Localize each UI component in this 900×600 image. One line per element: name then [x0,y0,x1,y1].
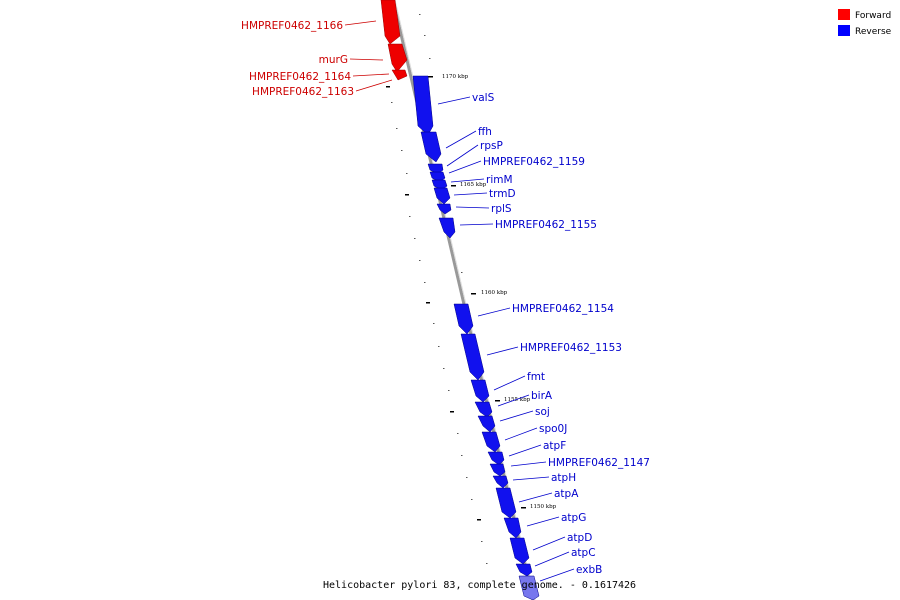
gene-atpA[interactable] [495,487,517,519]
scale-label-1165: 1165 kbp [460,182,487,188]
label-ffh[interactable]: ffh [478,126,492,138]
gene-HMPREF0462_1164[interactable] [391,69,408,81]
gene-murG[interactable] [387,43,408,73]
label-atpH[interactable]: atpH [551,472,576,484]
gene-ffh[interactable] [420,131,442,163]
label-exbB[interactable]: exbB [576,564,602,576]
minor-ticks [391,14,488,564]
gene-HMPREF0462_1166[interactable] [380,0,401,45]
gene-fmt[interactable] [470,379,490,403]
gene-HMPREF0462_1147[interactable] [489,463,506,477]
label-trmD[interactable]: trmD [489,188,516,200]
label-HMPREF0462_1159[interactable]: HMPREF0462_1159 [483,156,585,168]
reverse-genes [412,75,540,600]
label-murG[interactable]: murG [319,54,348,66]
label-atpC[interactable]: atpC [571,547,596,559]
gene-birA[interactable] [474,401,493,418]
major-ticks [386,86,481,521]
gene-HMPREF0462_1153[interactable] [460,333,485,381]
label-atpA[interactable]: atpA [554,488,579,500]
scale-ticks: 1170 kbp 1165 kbp 1160 kbp 1155 kbp 1150… [428,74,557,510]
label-birA[interactable]: birA [531,390,553,402]
label-rpsP[interactable]: rpsP [480,140,503,152]
legend-forward-label: Forward [855,11,891,21]
label-fmt[interactable]: fmt [527,371,545,383]
forward-genes [380,0,408,81]
label-HMPREF0462_1164[interactable]: HMPREF0462_1164 [249,71,351,83]
label-spo0J[interactable]: spo0J [539,423,567,435]
scale-label-1155: 1155 kbp [504,397,531,403]
reverse-label-text: valS ffh rpsP HMPREF0462_1159 rimM trmD … [472,92,650,576]
gene-HMPREF0462_1154[interactable] [453,303,474,335]
label-valS[interactable]: valS [472,92,495,104]
label-HMPREF0462_1154[interactable]: HMPREF0462_1154 [512,303,614,315]
label-atpG[interactable]: atpG [561,512,586,524]
gene-HMPREF0462_1155[interactable] [438,217,456,239]
label-HMPREF0462_1166[interactable]: HMPREF0462_1166 [241,20,343,32]
gene-rplS[interactable] [436,203,452,215]
scale-label-1150: 1150 kbp [530,504,557,510]
gene-exbB[interactable] [518,575,540,600]
scale-label-1170: 1170 kbp [442,74,469,80]
forward-labels: HMPREF0462_1166 murG HMPREF0462_1164 HMP… [241,20,393,98]
legend-forward-swatch [838,9,850,20]
label-HMPREF0462_1153[interactable]: HMPREF0462_1153 [520,342,622,354]
scale-label-1160: 1160 kbp [481,290,508,296]
gene-atpC[interactable] [515,563,533,577]
gene-soj[interactable] [477,415,496,433]
gene-atpH[interactable] [492,475,509,489]
legend-reverse-swatch [838,25,850,36]
gene-atpF[interactable] [487,451,505,466]
label-rimM[interactable]: rimM [486,174,513,186]
label-atpF[interactable]: atpF [543,440,566,452]
genome-caption: Helicobacter pylori 83, complete genome.… [323,580,636,591]
gene-atpD[interactable] [509,537,530,565]
legend-reverse-label: Reverse [855,27,892,37]
gene-atpG[interactable] [503,517,522,539]
label-HMPREF0462_1163[interactable]: HMPREF0462_1163 [252,86,354,98]
gene-trmD[interactable] [433,187,451,205]
reverse-labels [437,96,575,582]
gene-spo0J[interactable] [481,431,501,453]
label-HMPREF0462_1147[interactable]: HMPREF0462_1147 [548,457,650,469]
legend: Forward Reverse [838,9,892,37]
label-HMPREF0462_1155[interactable]: HMPREF0462_1155 [495,219,597,231]
label-atpD[interactable]: atpD [567,532,592,544]
label-soj[interactable]: soj [535,406,550,418]
label-rplS[interactable]: rplS [491,203,512,215]
gene-valS[interactable] [412,75,434,136]
